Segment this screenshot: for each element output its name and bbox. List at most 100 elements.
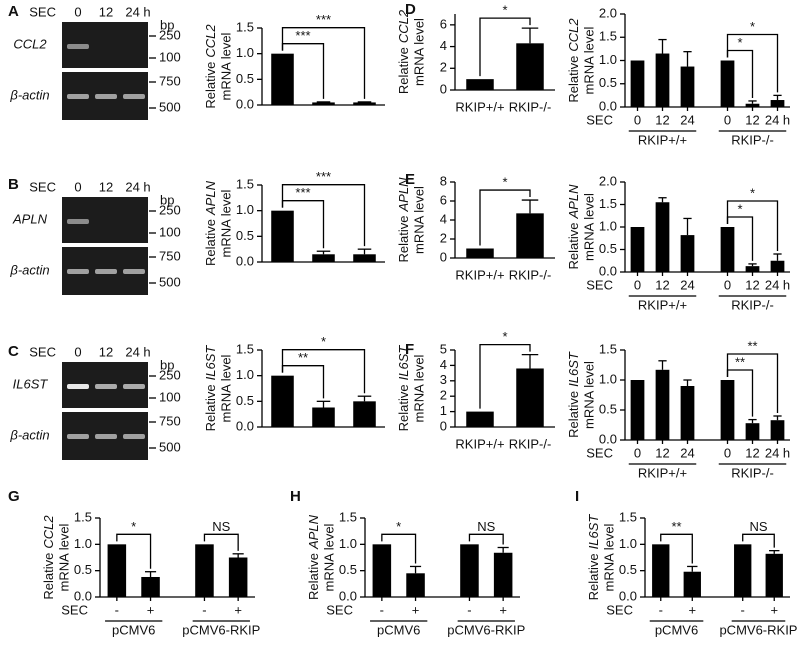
x-tick-label: 12 [655,277,669,292]
y-tick-label: 0.5 [599,401,617,416]
significance-bracket: ** [726,338,779,413]
x-tick-label: 12 [745,112,759,127]
y-tick-label: 1.0 [74,536,92,551]
significance-label: * [321,334,326,349]
x-tick-label: - [659,602,663,617]
bar [466,411,494,427]
error-bar [769,550,780,554]
significance-label: *** [295,185,310,200]
x-tick-label: 0 [724,445,731,460]
error-bar [658,360,667,370]
error-bar [357,248,372,255]
y-axis-label: mRNA level [581,26,596,94]
x-tick-label: 0 [634,445,641,460]
ladder-label: 750 [159,413,181,428]
y-tick-label: 2 [440,388,447,403]
y-tick-label: 8 [440,173,447,188]
y-axis-label: mRNA level [411,186,426,254]
significance-label: * [737,201,742,216]
y-tick-label: 0.0 [236,253,254,268]
y-tick-label: 1.5 [236,341,254,356]
significance-bracket: * [381,519,417,564]
x-tick-label: RKIP-/- [509,99,552,114]
x-tick-label: 24 [680,112,694,127]
y-axis-label: mRNA level [601,523,616,591]
bracket-line [660,533,693,564]
bar [770,260,785,272]
y-axis-label: mRNA level [56,523,71,591]
x-tick-label: RKIP-/- [509,267,552,282]
x-axis-label: SEC [326,602,353,617]
bar [353,102,376,105]
lane-label: 24 h [125,179,150,194]
group-label: pCMV6-RKIP [182,622,260,637]
bracket-line [726,33,779,93]
significance-bracket: ** [660,519,693,564]
y-axis-label-text: Relative [203,219,218,266]
bar [271,53,294,105]
y-tick-label: 1.0 [236,367,254,382]
bar [765,553,783,597]
y-tick-label: 4 [440,357,447,372]
y-tick-label: 0 [440,81,447,96]
ladder-label: 100 [159,49,181,64]
bp-label: bp [160,357,174,372]
gel-band [123,384,145,389]
lane-label: 0 [74,4,81,19]
lane-label: 24 h [125,344,150,359]
y-tick-label: 1.5 [599,29,617,44]
y-axis-label-text: Relative [203,62,218,109]
error-bar [773,415,782,421]
gel-header: SEC [29,179,56,194]
significance-bracket: * [479,329,531,409]
y-tick-label: 0.0 [599,263,617,278]
x-tick-label: 12 [745,277,759,292]
bar [493,552,513,597]
y-tick-label: 6 [440,192,447,207]
bracket-line [726,353,779,413]
error-bar [497,546,509,553]
y-tick-label: 2.0 [599,5,617,20]
x-tick-label: RKIP-/- [509,436,552,451]
significance-bracket: *** [281,12,366,99]
group-label: RKIP+/+ [638,465,687,480]
gene-label: IL6ST [13,376,49,391]
y-axis-label: mRNA level [218,189,233,257]
y-axis-label-gene: CCL2 [566,18,581,52]
bar [228,557,248,597]
bar [406,573,425,597]
y-axis-label-text: Relative [306,553,321,600]
y-axis-label: mRNA level [411,18,426,86]
gel-band [95,434,117,439]
reference-label: β-actin [9,262,49,277]
y-tick-label: 1.0 [236,202,254,217]
y-axis-label: Relative IL6ST [586,514,601,601]
x-tick-label: RKIP+/+ [455,436,504,451]
y-tick-label: 0.0 [236,96,254,111]
bar [460,544,479,597]
bar [630,380,645,440]
gel-band [95,94,117,99]
bar [271,210,294,262]
y-tick-label: 0.5 [619,562,637,577]
y-tick-label: 1 [440,403,447,418]
bar [312,102,335,105]
y-tick-label: 1.5 [599,341,617,356]
y-axis-label-text: Relative [566,56,581,103]
y-axis-label: Relative APLN [396,177,411,263]
y-tick-label: 0.0 [236,418,254,433]
lane-label: 12 [99,344,113,359]
error-bar [687,565,698,572]
error-bar [232,553,244,558]
y-tick-label: 1.5 [339,509,357,524]
y-tick-label: 2 [440,230,447,245]
bar [630,227,645,272]
y-tick-label: 0.0 [599,98,617,113]
lane-label: 0 [74,179,81,194]
bracket-line [479,17,531,77]
significance-bracket: * [479,174,531,246]
y-tick-label: 1.5 [236,176,254,191]
x-tick-label: + [688,602,696,617]
bar [516,368,544,427]
x-axis-label: SEC [586,112,613,127]
